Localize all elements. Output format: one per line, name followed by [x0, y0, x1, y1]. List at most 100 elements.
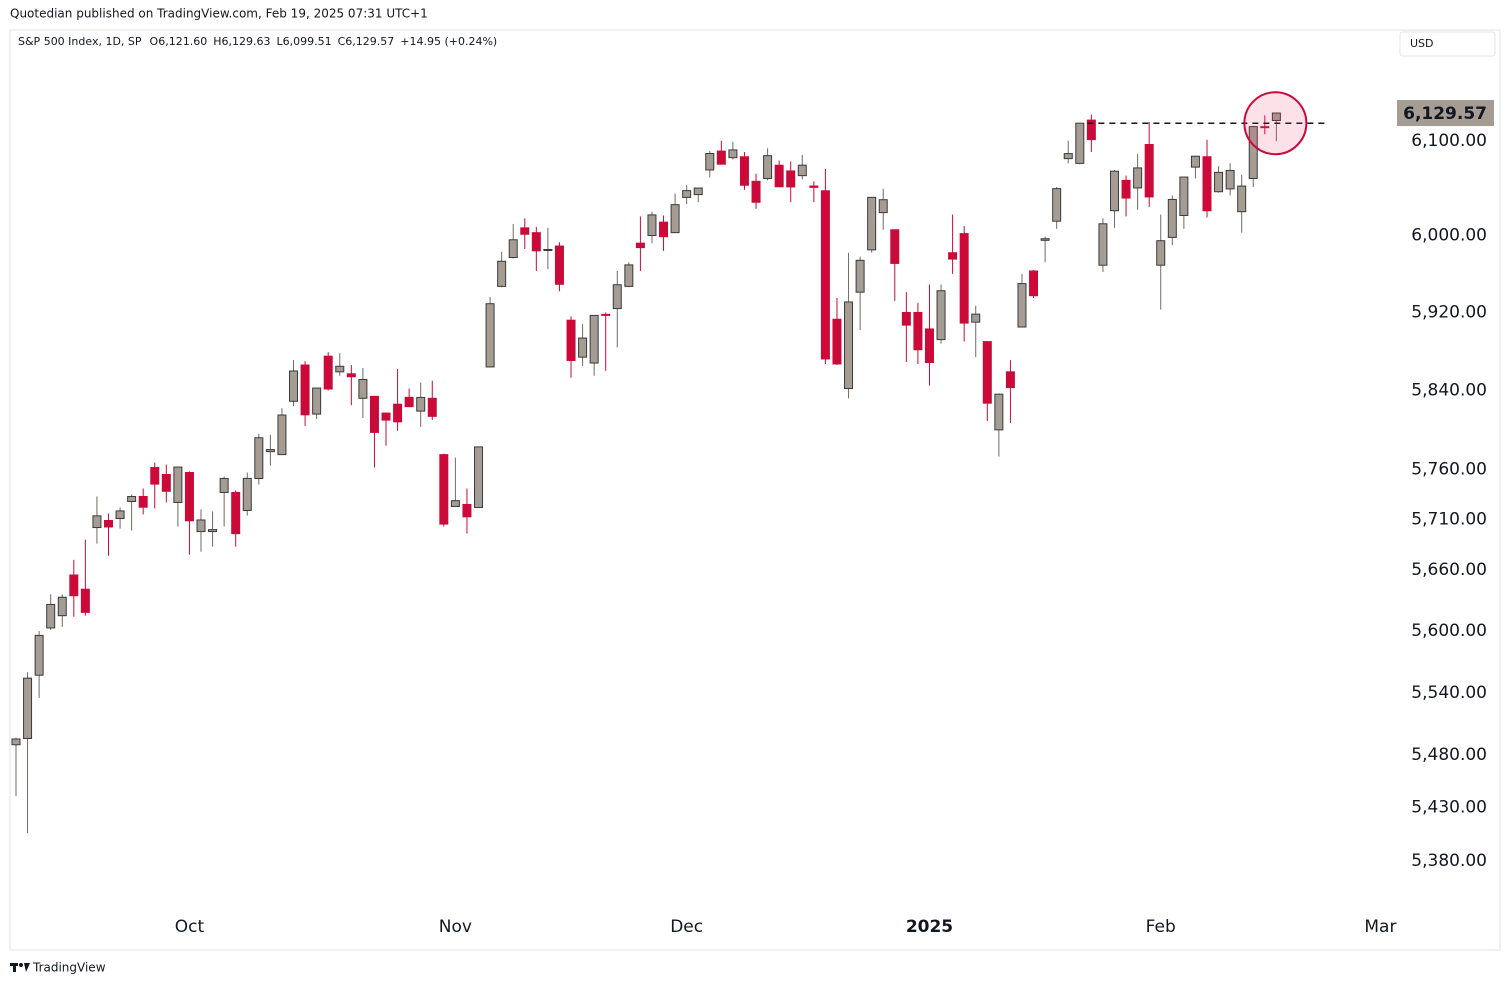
currency-box[interactable]	[1399, 31, 1496, 57]
candle-body	[578, 337, 588, 358]
ohlc-value: C6,129.57	[338, 35, 395, 48]
candle-body	[728, 149, 738, 159]
candle-body	[46, 603, 56, 629]
chart-title: S&P 500 Index, 1D, SP	[18, 35, 142, 48]
y-tick-label: 5,840.00	[1411, 380, 1487, 400]
candle-body	[277, 414, 287, 456]
candle-body	[1190, 155, 1200, 168]
y-tick-label: 5,430.00	[1411, 798, 1487, 818]
candle-body	[34, 634, 44, 676]
candle-body	[115, 510, 125, 520]
x-tick-label: Oct	[175, 917, 205, 937]
candle-body	[254, 437, 264, 479]
last-price-label: 6,129.57	[1403, 104, 1487, 124]
y-tick-label: 5,540.00	[1411, 683, 1487, 703]
logo-tri	[24, 963, 30, 972]
candle-body	[23, 677, 33, 739]
candle-body	[1214, 171, 1224, 193]
candle-body	[242, 477, 252, 511]
x-tick-label: Nov	[439, 917, 472, 937]
candle-body	[659, 221, 669, 238]
candle-body	[335, 365, 345, 373]
candle-body	[161, 474, 171, 492]
y-tick-label: 5,920.00	[1411, 302, 1487, 322]
ohlc-value: H6,129.63	[213, 35, 270, 48]
candle-body	[797, 164, 807, 177]
candle-body	[1029, 270, 1039, 297]
candle-body	[1098, 223, 1108, 266]
candle-body	[300, 364, 310, 416]
footer-logo	[10, 963, 30, 972]
candle-body	[184, 472, 194, 522]
candle-body	[92, 515, 102, 529]
candle-body	[1260, 126, 1270, 129]
candle-body	[1005, 371, 1015, 389]
candle-body	[693, 187, 703, 196]
candle-body	[554, 245, 564, 285]
candle-body	[820, 190, 830, 360]
candle-body	[208, 529, 218, 533]
x-tick-label: Feb	[1146, 917, 1176, 937]
candle-body	[1144, 144, 1154, 198]
y-tick-label: 5,380.00	[1411, 851, 1487, 871]
y-tick-label: 5,710.00	[1411, 510, 1487, 530]
candle-body	[127, 496, 137, 502]
currency[interactable]: USD	[1410, 37, 1434, 50]
candle-body	[381, 412, 391, 421]
candle-body	[173, 466, 183, 503]
y-tick-label: 6,100.00	[1411, 131, 1487, 151]
candle-body	[323, 355, 333, 390]
candle-body	[1075, 122, 1085, 164]
candle-body	[427, 397, 437, 417]
candle-body	[867, 196, 877, 251]
candle-body	[1086, 119, 1096, 141]
y-tick-label: 6,000.00	[1411, 226, 1487, 246]
candle-body	[913, 311, 923, 351]
candle-body	[265, 449, 275, 453]
ohlc-value: +14.95 (+0.24%)	[400, 35, 497, 48]
candle-body	[786, 170, 796, 188]
candle-body	[705, 152, 715, 171]
candle-body	[982, 341, 992, 404]
candle-body	[774, 164, 784, 188]
candle-body	[474, 446, 484, 508]
candle-body	[1133, 167, 1143, 189]
candle-body	[878, 199, 888, 214]
y-tick-label: 5,600.00	[1411, 621, 1487, 641]
candle-body	[196, 519, 206, 533]
candle-body	[485, 303, 495, 368]
candle-body	[890, 229, 900, 264]
y-tick-label: 5,480.00	[1411, 745, 1487, 765]
candle-body	[531, 232, 541, 252]
candle-body	[1109, 170, 1119, 212]
candle-body	[624, 264, 634, 287]
candle-body	[497, 260, 507, 287]
candle-body	[520, 227, 530, 235]
candle-body	[57, 596, 67, 617]
candle-body	[832, 318, 842, 365]
candle-body	[312, 387, 322, 415]
candle-body	[1248, 126, 1258, 179]
highlight-circle	[1243, 91, 1308, 156]
candle-body	[1271, 112, 1281, 121]
footer: TradingView	[32, 961, 106, 975]
last-price-box	[1397, 100, 1494, 127]
candle-body	[439, 454, 449, 525]
candle-body	[959, 233, 969, 324]
candle-body	[543, 248, 553, 251]
candle-body	[670, 204, 680, 234]
candle-body	[936, 290, 946, 341]
candle-body	[150, 467, 160, 485]
candle-body	[80, 588, 90, 613]
candle-body	[138, 495, 148, 508]
candle-body	[1237, 185, 1247, 213]
candle-body	[1202, 156, 1212, 212]
candle-body	[1167, 198, 1177, 238]
candle-body	[1040, 238, 1050, 241]
candle-body	[994, 393, 1004, 431]
candle-body	[11, 738, 21, 746]
ohlc-value: O6,121.60	[150, 35, 208, 48]
candle-body	[612, 284, 622, 310]
candle-body	[1179, 176, 1189, 216]
